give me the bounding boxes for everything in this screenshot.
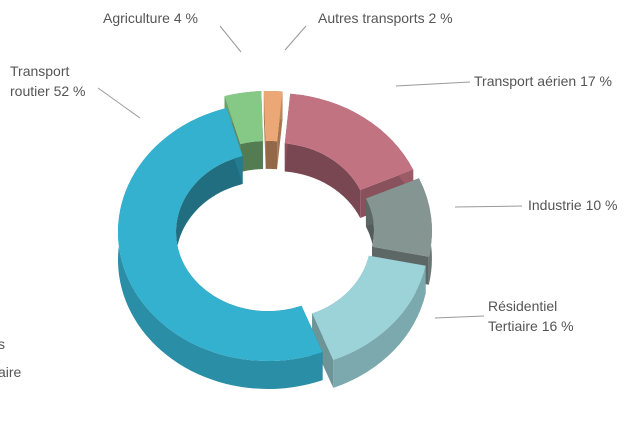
- slice: [284, 93, 414, 191]
- leader-line: [434, 315, 485, 319]
- label-name: Résidentiel Tertiaire: [488, 298, 558, 334]
- leader-line: [395, 81, 471, 87]
- leader-line: [97, 87, 141, 119]
- slice-label: Industrie 10 %: [528, 195, 618, 215]
- label-value: 52 %: [53, 83, 86, 99]
- label-name: Transport routier: [10, 63, 70, 99]
- leader-line: [284, 25, 307, 51]
- slice: [365, 178, 432, 257]
- label-value: 17 %: [580, 73, 613, 89]
- slice: [312, 255, 426, 360]
- leader-line: [219, 25, 242, 53]
- donut: [118, 90, 432, 389]
- slice: [118, 107, 323, 361]
- label-value: 16 %: [541, 318, 574, 334]
- legend-fragment: s: [0, 336, 5, 352]
- slice-outer-wall: [118, 107, 323, 389]
- slice-outer-wall: [333, 265, 426, 388]
- label-name: Transport aérien: [474, 73, 577, 89]
- slice-label: Transport aérien 17 %: [474, 71, 612, 91]
- slice-inner-wall: [240, 141, 264, 173]
- slice-label: Autres transports 2 %: [318, 8, 453, 28]
- slice-inner-wall: [265, 140, 278, 170]
- label-value: 2 %: [428, 10, 453, 26]
- slice-label: Agriculture 4 %: [103, 8, 198, 28]
- slice-inner-wall: [284, 143, 361, 219]
- label-value: 10 %: [585, 197, 618, 213]
- leader-line: [454, 205, 523, 208]
- label-name: Industrie: [528, 197, 582, 213]
- slice-label: Transport routier 52 %: [10, 61, 100, 101]
- label-name: Agriculture: [103, 10, 170, 26]
- label-name: Autres transports: [318, 10, 425, 26]
- legend-fragment: aire: [0, 364, 22, 380]
- slice-label: Résidentiel Tertiaire 16 %: [488, 296, 598, 336]
- slice-end: [312, 313, 334, 388]
- slice: [224, 91, 264, 145]
- label-value: 4 %: [173, 10, 198, 26]
- slice: [263, 90, 283, 142]
